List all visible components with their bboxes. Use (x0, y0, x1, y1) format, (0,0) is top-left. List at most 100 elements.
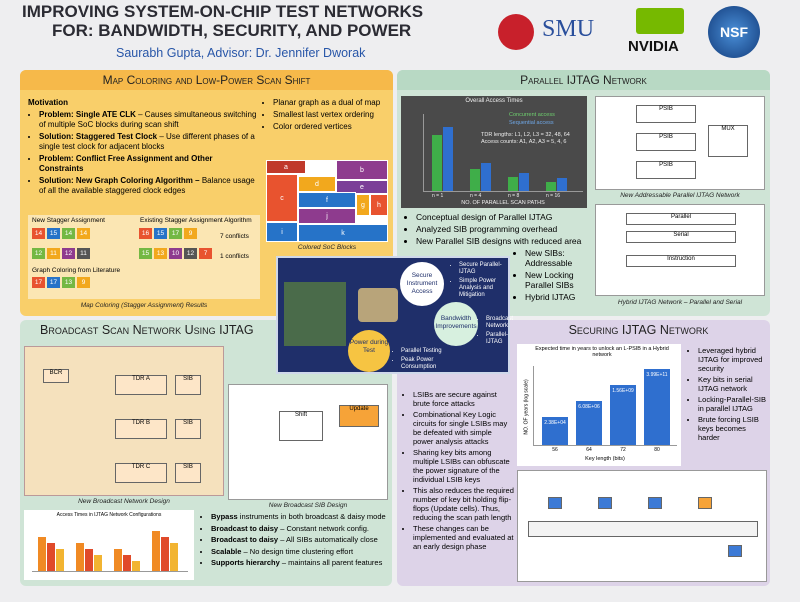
logo-text: NVIDIA (628, 38, 679, 55)
bullet-bold: Solution: Staggered Test Clock (39, 132, 158, 141)
bar (85, 549, 93, 571)
title-line: IMPROVING SYSTEM-ON-CHIP TEST NETWORKS (22, 2, 424, 21)
map-panel: Map Coloring and Low-Power Scan Shift Mo… (20, 70, 393, 316)
chart-title: Expected time in years to unlock an L-PS… (535, 346, 669, 358)
title: IMPROVING SYSTEM-ON-CHIP TEST NETWORKS F… (22, 2, 423, 40)
bullet: Peak Power Consumption (401, 357, 470, 371)
value-label: 6.08E+06 (578, 404, 600, 410)
grid-cell: 9 (184, 228, 197, 239)
label: New Stagger Assignment (32, 217, 105, 224)
bar (123, 555, 131, 571)
soc-block: b (336, 160, 388, 180)
grid-row: 12 11 12 11 (31, 247, 111, 260)
bar (161, 537, 169, 571)
axis-label: NO. OF PARALLEL SCAN PATHS (461, 200, 545, 206)
bullet-list: Bypass instruments in both broadcast & d… (200, 512, 390, 568)
years-chart: Expected time in years to unlock an L-PS… (517, 344, 681, 466)
motivation: Motivation Problem: Single ATE CLK – Cau… (28, 98, 258, 198)
bar: 3.99E+11 (644, 369, 670, 445)
bullet: Locking-Parallel-SIB in parallel IJTAG (698, 395, 767, 413)
bar (470, 169, 480, 191)
stagger-figure: New Stagger Assignment Existing Stagger … (28, 215, 260, 299)
bullet-list: Conceptual design of Parallel IJTAG Analy… (405, 212, 591, 246)
bullet: Analyzed SIB programming overhead (416, 224, 591, 234)
label: Graph Coloring from Literature (32, 267, 121, 274)
node: Power during Test (348, 330, 390, 372)
bullet-bold: Supports hierarchy (211, 558, 280, 567)
securing-right: Leveraged hybrid IJTAG for improved secu… (687, 346, 767, 444)
value-label: 3.99E+11 (646, 372, 668, 378)
bullet-bold: Broadcast to daisy (211, 523, 279, 533)
note: TDR lengths: L1, L2, L3 = 32, 48, 64 (481, 132, 570, 138)
bullet: Problem: Conflict Free Assignment and Ot… (39, 154, 258, 174)
nvidia-eye (636, 8, 684, 34)
bullet-list: Parallel Testing Peak Power Consumption (390, 348, 470, 373)
bullet-list: Broadcast Network Parallel-IJTAG (480, 316, 513, 348)
bullet: Key bits in serial IJTAG network (698, 375, 767, 393)
bar (170, 543, 178, 571)
panel-title: Map Coloring and Low-Power Scan Shift (20, 70, 393, 90)
soc-block: h (370, 194, 388, 216)
bullet-text: instruments in both broadcast & daisy mo… (237, 512, 386, 521)
grid-row: 17 17 13 9 (31, 276, 111, 289)
chart-title: Access Times in IJTAG Network Configurat… (56, 512, 162, 518)
bullet: Broadcast Network (486, 316, 513, 330)
grid-cell: 13 (62, 277, 75, 288)
soc-block: i (266, 222, 298, 242)
caption: New Broadcast SIB Design (268, 502, 348, 509)
grid-cell: 11 (77, 248, 90, 259)
x-tick-label: 72 (620, 447, 626, 453)
soc-block: e (336, 180, 388, 194)
bullet-bold: Broadcast to daisy (211, 535, 279, 544)
bar (114, 549, 122, 571)
grid-cell: 16 (139, 228, 152, 239)
grid-cell: 7 (199, 248, 212, 259)
bullet: Parallel Testing (401, 348, 470, 355)
logo-text: NSF (708, 6, 760, 58)
access-chart: Overall Access Times Concurrent access S… (401, 96, 587, 208)
x-tick-label: n = 8 (508, 193, 520, 199)
axis-label: NO. OF years (log scale) (523, 379, 530, 435)
bullet: This also reduces the required number of… (413, 486, 514, 522)
bw-chart: Access Times in IJTAG Network Configurat… (24, 510, 194, 580)
panel-title: Broadcast Scan Network Using IJTAG (40, 323, 254, 337)
bar (132, 561, 140, 571)
sib-diagram: Shift Update (228, 384, 388, 500)
bar (546, 182, 556, 191)
bullet: Bypass instruments in both broadcast & d… (211, 512, 390, 522)
grid: 14 15 14 14 12 11 12 11 (31, 227, 111, 267)
grid-row: 16 15 17 9 (138, 227, 223, 240)
node: Secure Instrument Access (400, 262, 444, 306)
bullet-text: – Causes simultaneous switching of multi… (39, 110, 257, 129)
key-diagram (517, 470, 767, 582)
grid-cell: 12 (32, 248, 45, 259)
bar (38, 537, 46, 571)
bullet: New Locking Parallel SIBs (525, 270, 591, 290)
caption: New Addressable Parallel IJTAG Network (620, 192, 740, 199)
grid-cell: 14 (62, 228, 75, 239)
bullet-text: – Use different phases of a single test … (39, 132, 255, 151)
bullet-list: Leveraged hybrid IJTAG for improved secu… (687, 346, 767, 442)
chip-image (284, 282, 346, 346)
broadcast-diagram: BCR TDR A TDR B TDR C SIB SIB SIB (24, 346, 224, 496)
bullet: Broadcast to daisy – All SIBs automatica… (211, 535, 390, 545)
chip-image (358, 288, 398, 322)
value-label: 1.56E+09 (612, 388, 634, 394)
bullet: Brute forcing LSIB keys becomes harder (698, 415, 767, 442)
caption: New Broadcast Network Design (78, 498, 170, 505)
soc-block: d (298, 176, 336, 192)
bullet-bold: Bypass (211, 512, 238, 521)
x-tick-label: n = 16 (546, 193, 561, 199)
bullet-list: New SIBs: AddressableNew Locking Paralle… (405, 248, 591, 302)
x-tick-label: 80 (654, 447, 660, 453)
legend: Concurrent access (509, 112, 555, 118)
parallel-bullets: Conceptual design of Parallel IJTAG Analy… (405, 212, 591, 304)
x-tick-label: 64 (586, 447, 592, 453)
grid-cell: 12 (184, 248, 197, 259)
right-list: Planar graph as a dual of map Smallest la… (262, 98, 390, 134)
logo-text: SMU (542, 16, 595, 42)
label: 1 conflicts (220, 253, 249, 260)
caption: Hybrid IJTAG Network – Parallel and Seri… (617, 299, 743, 306)
caption: Map Coloring (Stagger Assignment) Result… (80, 302, 208, 309)
